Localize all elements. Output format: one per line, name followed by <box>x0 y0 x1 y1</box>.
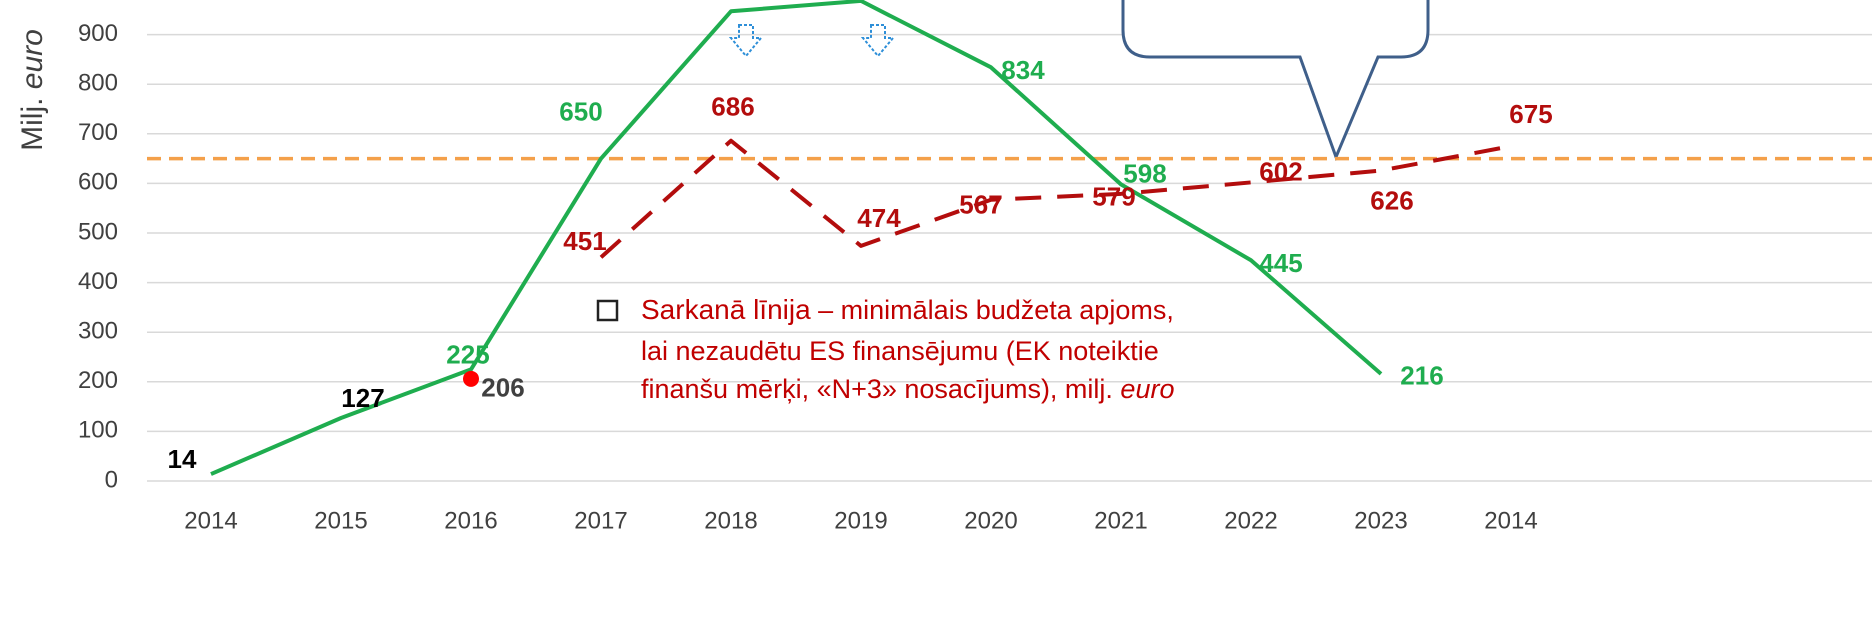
x-tick-label: 2018 <box>704 507 757 534</box>
y-tick-label: 100 <box>78 417 118 444</box>
annotation-bullet <box>596 299 619 322</box>
y-tick-label: 900 <box>78 20 118 47</box>
x-tick-label: 2014 <box>1484 507 1537 534</box>
x-tick-label: 2020 <box>964 507 1017 534</box>
data-label: 626 <box>1370 185 1413 215</box>
x-tick-label: 2016 <box>444 507 497 534</box>
y-tick-label: 300 <box>78 318 118 345</box>
data-label: 650 <box>559 96 602 126</box>
data-label: 127 <box>341 383 384 413</box>
annotation: Sarkanā līnija – minimālais budžeta apjo… <box>596 294 1174 404</box>
x-tick-label: 2014 <box>184 507 237 534</box>
data-label: 686 <box>711 92 754 122</box>
annotation-text: finanšu mērķi, «N+3» nosacījums), milj. <box>641 374 1120 404</box>
data-label: 474 <box>857 203 901 233</box>
y-tick-label: 800 <box>78 70 118 97</box>
data-point <box>463 370 479 387</box>
data-label: 579 <box>1092 182 1135 212</box>
annotation-line: Sarkanā līnija – minimālais budžeta apjo… <box>641 294 1174 325</box>
data-label: 947 <box>726 0 769 2</box>
data-label: 445 <box>1259 248 1302 278</box>
data-label: 216 <box>1400 361 1443 391</box>
data-label: 225 <box>446 339 489 369</box>
data-label: 598 <box>1123 158 1166 188</box>
data-label: 14 <box>168 444 197 474</box>
y-label-italic: euro <box>16 29 49 89</box>
annotation-bold: Sarkanā līnija <box>641 294 811 325</box>
annotation-text: – minimālais budžeta apjoms, <box>811 295 1174 325</box>
x-tick-label: 2022 <box>1224 507 1277 534</box>
y-tick-label: 200 <box>78 367 118 394</box>
y-tick-label: 0 <box>105 466 118 493</box>
y-tick-label: 700 <box>78 119 118 146</box>
data-label: 602 <box>1259 156 1302 186</box>
x-tick-label: 2021 <box>1094 507 1147 534</box>
series-line <box>599 138 1512 259</box>
x-tick-label: 2023 <box>1354 507 1407 534</box>
x-tick-label: 2017 <box>574 507 627 534</box>
data-label: 567 <box>959 190 1002 220</box>
annotation-line: lai nezaudētu ES finansējumu (EK noteikt… <box>641 336 1159 366</box>
annotation-line: finanšu mērķi, «N+3» nosacījums), milj. … <box>641 374 1174 404</box>
y-tick-label: 400 <box>78 268 118 295</box>
x-tick-label: 2015 <box>314 507 367 534</box>
x-tick-label: 2019 <box>834 507 887 534</box>
y-axis-label: Milj. euro <box>16 29 49 151</box>
data-label: 206 <box>481 373 524 403</box>
data-label: 834 <box>1001 55 1045 85</box>
annotation-italic: euro <box>1120 374 1174 404</box>
data-label: 451 <box>563 226 606 256</box>
y-tick-label: 600 <box>78 169 118 196</box>
data-label: 675 <box>1509 99 1552 129</box>
y-label-text: Milj. <box>16 89 49 151</box>
series-line <box>210 0 1383 476</box>
y-tick-label: 500 <box>78 218 118 245</box>
down-arrows <box>728 24 896 58</box>
